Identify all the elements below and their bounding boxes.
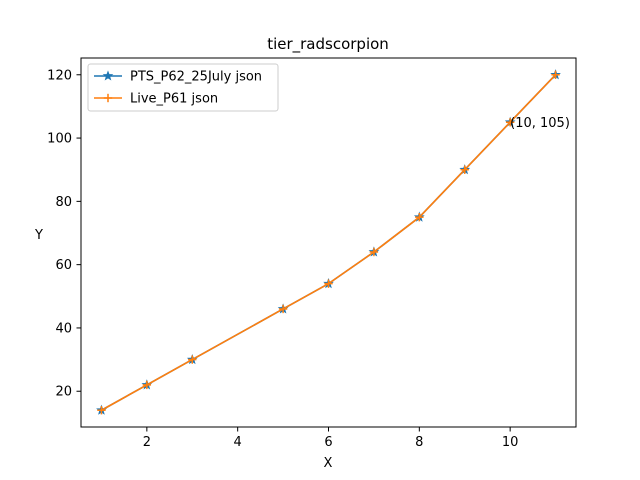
y-tick-label: 120 bbox=[47, 68, 72, 83]
plot-area: (10, 105) bbox=[96, 69, 570, 415]
legend-marker bbox=[102, 70, 114, 81]
legend-box bbox=[87, 63, 279, 112]
legend-entry: PTS_P62_25July json bbox=[94, 70, 262, 85]
x-tick-label: 6 bbox=[324, 435, 332, 450]
axes: 2 4 6 8 10 20 40 60 80 100 120 bbox=[47, 68, 518, 450]
data-point bbox=[505, 118, 515, 127]
data-point bbox=[324, 279, 333, 288]
y-tick-label: 40 bbox=[55, 321, 72, 336]
data-point bbox=[551, 70, 560, 79]
y-tick-label: 100 bbox=[47, 132, 72, 147]
y-tick-label: 60 bbox=[55, 258, 72, 273]
data-point bbox=[142, 380, 152, 390]
x-tick-label: 2 bbox=[143, 435, 151, 450]
legend-marker bbox=[103, 93, 113, 103]
x-tick-label: 4 bbox=[234, 435, 242, 450]
legend-label: Live_P61 json bbox=[130, 92, 218, 107]
series-2 bbox=[97, 70, 560, 415]
data-point bbox=[369, 247, 379, 257]
annotation-label: (10, 105) bbox=[510, 116, 570, 131]
data-point bbox=[415, 212, 424, 222]
data-point bbox=[188, 355, 197, 364]
x-tick-label: 10 bbox=[502, 435, 519, 450]
y-tick-label: 20 bbox=[55, 385, 72, 400]
y-tick-label: 80 bbox=[55, 195, 72, 210]
chart-title: tier_radscorpion bbox=[267, 35, 389, 54]
x-tick-label: 8 bbox=[415, 435, 423, 450]
data-point bbox=[460, 165, 469, 174]
legend: PTS_P62_25July json Live_P61 json bbox=[87, 63, 279, 112]
data-point bbox=[278, 304, 288, 314]
series-line bbox=[100, 73, 557, 412]
data-point bbox=[97, 406, 106, 415]
legend-label: PTS_P62_25July json bbox=[130, 70, 262, 85]
y-axis-title: Y bbox=[34, 228, 43, 243]
legend-entry: Live_P61 json bbox=[94, 92, 218, 107]
x-axis-title: X bbox=[324, 456, 333, 471]
